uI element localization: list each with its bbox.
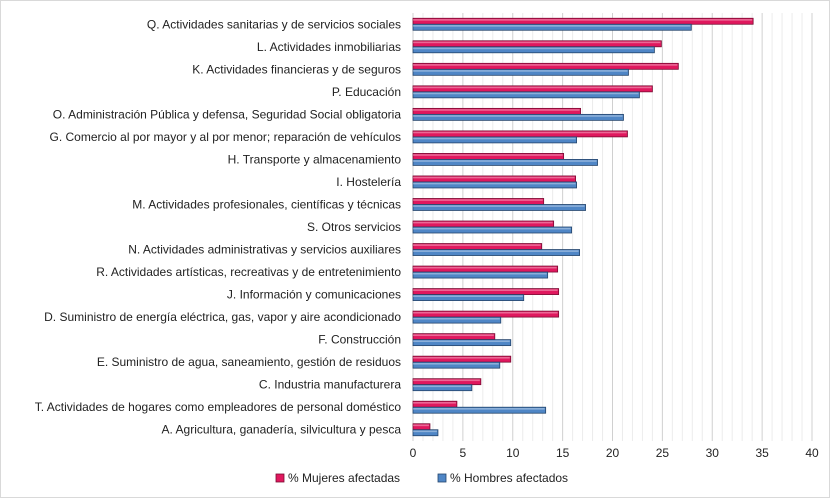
- legend-label: % Mujeres afectadas: [288, 471, 400, 485]
- category-label: H. Transporte y almacenamiento: [228, 152, 402, 166]
- bar-hombres: [412, 339, 512, 347]
- bar-highlight: [413, 317, 500, 320]
- bar-highlight: [413, 402, 456, 404]
- bar-hombres: [412, 316, 502, 324]
- bar-highlight: [413, 19, 753, 21]
- bar-highlight: [413, 379, 480, 382]
- x-tick-label: 15: [556, 446, 570, 460]
- category-label: I. Hostelería: [336, 175, 401, 189]
- category-label: G. Comercio al por mayor y al por menor;…: [50, 130, 402, 144]
- bar-highlight: [413, 70, 628, 72]
- bar-highlight: [413, 41, 661, 44]
- x-tick-label: 35: [755, 446, 769, 460]
- category-label: J. Información y comunicaciones: [227, 288, 401, 302]
- bar-highlight: [413, 92, 639, 95]
- category-label: Q. Actividades sanitarias y de servicios…: [147, 17, 401, 31]
- bar-highlight: [413, 340, 510, 343]
- bar-highlight: [413, 131, 627, 134]
- bar-highlight: [413, 408, 545, 410]
- bar-hombres: [412, 361, 501, 369]
- bar-hombres: [412, 384, 473, 392]
- bar-highlight: [413, 295, 523, 297]
- bar-highlight: [413, 199, 543, 201]
- bar-hombres: [412, 429, 439, 437]
- bar-highlight: [413, 289, 558, 291]
- bar-hombres: [412, 68, 629, 76]
- bar-hombres: [412, 181, 577, 189]
- bar-highlight: [413, 227, 571, 230]
- category-label: S. Otros servicios: [307, 220, 401, 234]
- bar-hombres: [412, 136, 577, 144]
- bar-highlight: [413, 430, 437, 433]
- bar-highlight: [413, 115, 623, 117]
- bar-highlight: [413, 221, 553, 224]
- category-label: C. Industria manufacturera: [259, 378, 401, 392]
- bar-highlight: [413, 182, 576, 185]
- category-label: M. Actividades profesionales, científica…: [132, 197, 401, 211]
- bar-highlight: [413, 272, 547, 275]
- x-tick-label: 40: [805, 446, 819, 460]
- bar-highlight: [413, 160, 597, 162]
- bar-hombres: [412, 294, 525, 301]
- bar-highlight: [413, 154, 563, 156]
- legend-swatch: [437, 473, 447, 483]
- x-tick-label: 30: [706, 446, 720, 460]
- bar-highlight: [413, 362, 499, 365]
- bar-highlight: [413, 25, 691, 27]
- bar-highlight: [413, 109, 580, 111]
- category-label: E. Suministro de agua, saneamiento, gest…: [97, 355, 401, 369]
- x-tick-label: 25: [656, 446, 670, 460]
- x-tick-label: 20: [606, 446, 620, 460]
- bar-highlight: [413, 385, 471, 388]
- bar-hombres: [412, 23, 692, 31]
- bar-hombres: [412, 406, 547, 414]
- x-tick-label: 0: [410, 446, 417, 460]
- category-label: O. Administración Pública y defensa, Seg…: [53, 107, 402, 121]
- category-label: L. Actividades inmobiliarias: [257, 40, 401, 54]
- category-label: T. Actividades de hogares como empleador…: [35, 400, 402, 414]
- category-label: D. Suministro de energía eléctrica, gas,…: [44, 310, 401, 324]
- category-label: P. Educación: [332, 85, 401, 99]
- legend-label: % Hombres afectados: [450, 471, 568, 485]
- bar-highlight: [413, 266, 557, 269]
- category-label: A. Agricultura, ganadería, silvicultura …: [162, 423, 402, 437]
- bar-highlight: [413, 137, 576, 140]
- bar-highlight: [413, 244, 541, 246]
- bar-highlight: [413, 64, 678, 66]
- bar-highlight: [413, 205, 585, 207]
- bar-hombres: [412, 159, 598, 166]
- bar-hombres: [412, 271, 549, 279]
- bar-highlight: [413, 356, 510, 359]
- bar-hombres: [412, 249, 580, 256]
- bar-highlight: [413, 47, 654, 50]
- bar-hombres: [412, 113, 624, 121]
- category-label: F. Construcción: [318, 333, 401, 347]
- bar-highlight: [413, 250, 579, 252]
- bar-highlight: [413, 424, 429, 427]
- bar-highlight: [413, 176, 575, 179]
- category-label: K. Actividades financieras y de seguros: [192, 62, 401, 76]
- bar-highlight: [413, 86, 652, 89]
- x-tick-label: 5: [460, 446, 467, 460]
- category-label: N. Actividades administrativas y servici…: [128, 243, 401, 257]
- bar-hombres: [412, 46, 655, 54]
- bar-hombres: [412, 226, 573, 234]
- legend-swatch: [275, 473, 285, 483]
- bar-highlight: [413, 311, 558, 314]
- x-tick-label: 10: [506, 446, 520, 460]
- bar-hombres: [412, 204, 586, 211]
- bar-highlight: [413, 334, 494, 337]
- bar-hombres: [412, 91, 640, 99]
- category-label: R. Actividades artísticas, recreativas y…: [96, 265, 401, 279]
